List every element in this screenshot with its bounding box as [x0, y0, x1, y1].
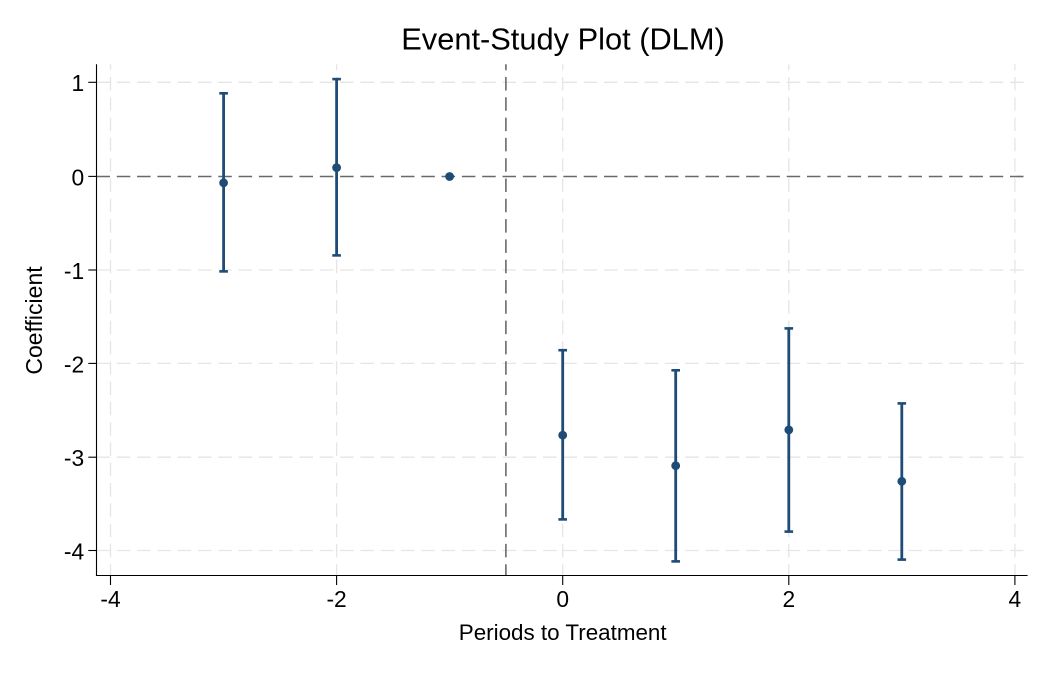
svg-text:-2: -2	[326, 586, 346, 612]
svg-text:1: 1	[72, 70, 85, 96]
svg-text:-2: -2	[64, 351, 84, 377]
svg-text:-1: -1	[64, 258, 84, 284]
svg-text:Coefficient: Coefficient	[21, 266, 47, 375]
svg-text:Periods to Treatment: Periods to Treatment	[459, 620, 668, 645]
svg-text:2: 2	[782, 586, 795, 612]
svg-text:0: 0	[556, 586, 569, 612]
svg-text:-4: -4	[100, 586, 121, 612]
svg-text:4: 4	[1009, 586, 1022, 612]
svg-text:-3: -3	[64, 445, 84, 471]
svg-text:Event-Study Plot (DLM): Event-Study Plot (DLM)	[401, 22, 724, 57]
svg-text:-4: -4	[64, 538, 85, 564]
svg-text:0: 0	[72, 164, 85, 190]
